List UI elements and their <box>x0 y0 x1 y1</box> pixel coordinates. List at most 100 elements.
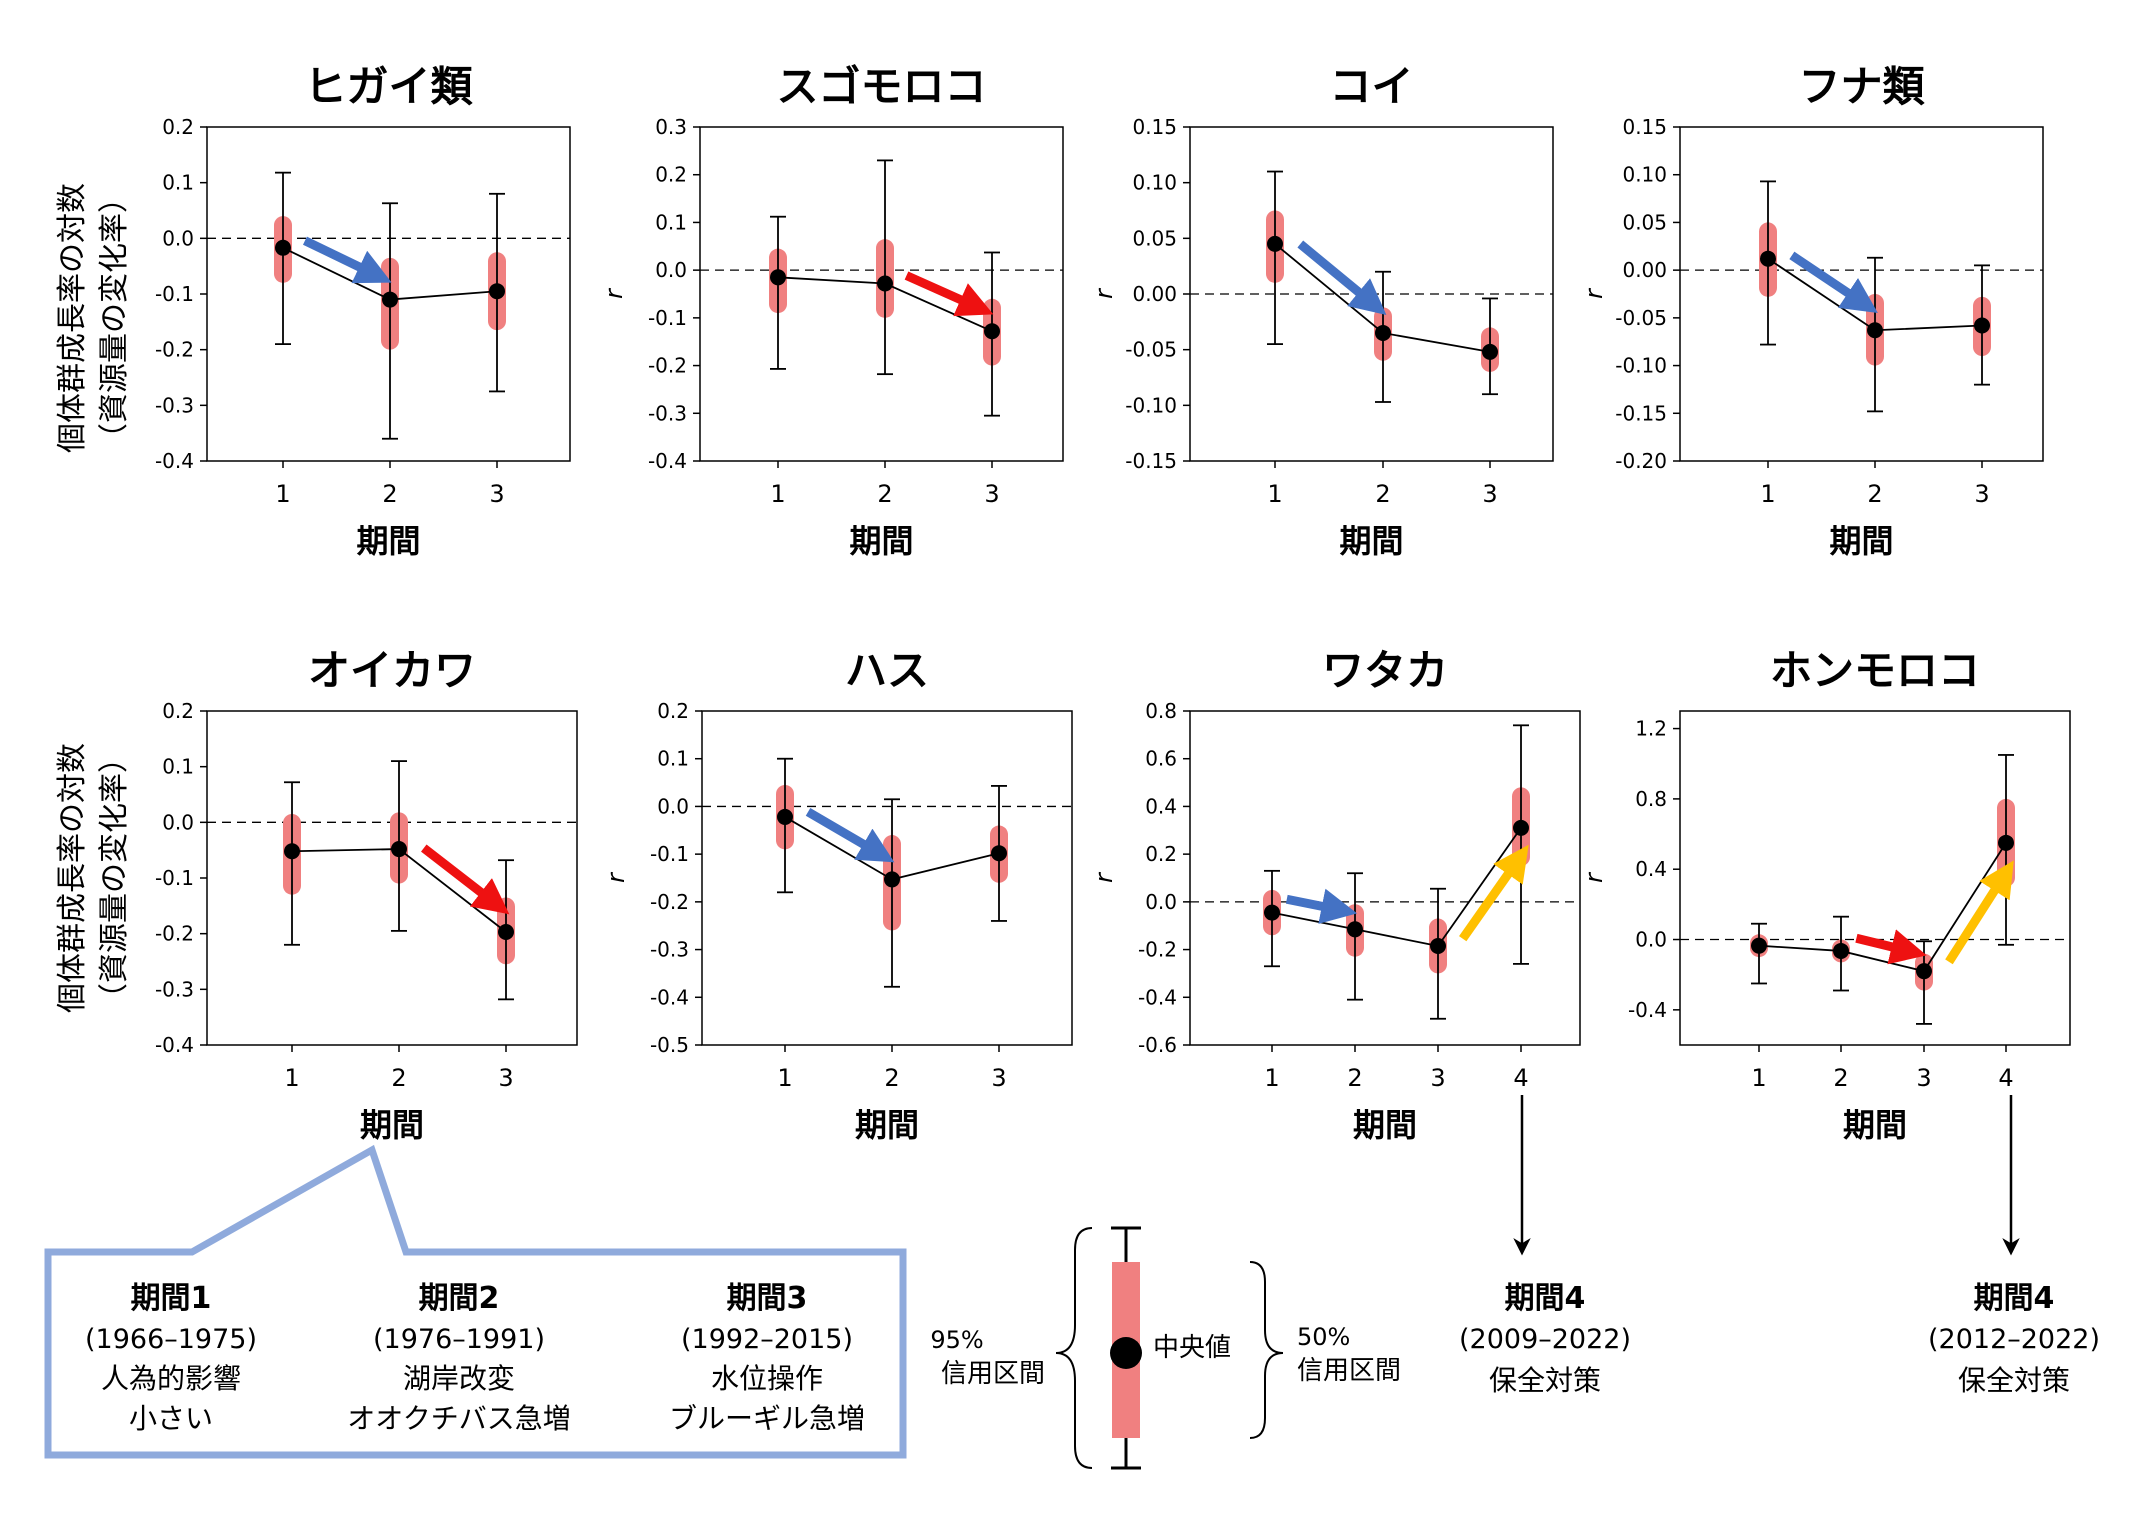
period3-line1: 水位操作 <box>711 1362 823 1395</box>
x-tick-label: 3 <box>984 480 999 508</box>
y-tick-label: -0.1 <box>155 282 194 306</box>
median-point <box>1974 317 1990 334</box>
y-tick-label: -0.05 <box>1615 306 1667 330</box>
x-tick-label: 3 <box>1482 480 1497 508</box>
period3-line2: ブルーギル急増 <box>669 1402 865 1435</box>
x-tick-label: 2 <box>1347 1064 1362 1092</box>
y-axis-label: r <box>1580 871 1608 883</box>
trend-arrow-blue <box>302 236 392 284</box>
y-tick-label: -0.4 <box>650 985 689 1009</box>
y-tick-label: -0.05 <box>1125 338 1177 362</box>
y-tick-label: 0.4 <box>1145 794 1177 818</box>
x-tick-label: 2 <box>884 1064 899 1092</box>
x-tick-label: 2 <box>877 480 892 508</box>
median-point <box>284 843 300 860</box>
trend-arrow-yellow <box>1459 844 1529 942</box>
x-tick-label: 2 <box>382 480 397 508</box>
x-tick-label: 1 <box>770 480 785 508</box>
y-tick-label: 0.15 <box>1132 115 1177 139</box>
y-tick-label: -0.2 <box>650 890 689 914</box>
y-axis-label: r <box>600 287 628 299</box>
x-tick-label: 4 <box>1513 1064 1528 1092</box>
period4-years-watak: (2009–2022) <box>1459 1324 1631 1355</box>
y-tick-label: 0.0 <box>657 794 689 818</box>
median-point <box>1430 937 1446 954</box>
y-tick-label: -0.4 <box>155 1033 194 1057</box>
ylabel-row1-line1: 個体群成長率の対数 <box>55 183 90 453</box>
x-tick-label: 2 <box>1867 480 1882 508</box>
chart-title: オイカワ <box>308 646 476 695</box>
y-tick-label: -0.15 <box>1615 401 1667 425</box>
ylabel-row2-line1: 個体群成長率の対数 <box>55 743 90 1013</box>
y-tick-label: 0.4 <box>1635 857 1667 881</box>
median-point <box>275 239 291 256</box>
x-tick-label: 1 <box>275 480 290 508</box>
period4-years-honmoroko: (2012–2022) <box>1928 1324 2100 1355</box>
median-point <box>984 323 1000 340</box>
median-point <box>877 275 893 292</box>
y-tick-label: 0.6 <box>1145 747 1177 771</box>
x-axis-label: 期間 <box>849 522 913 560</box>
y-tick-label: -0.2 <box>155 922 194 946</box>
period4-desc-watak: 保全対策 <box>1489 1364 1601 1397</box>
chart-title: スゴモロコ <box>776 62 986 111</box>
y-axis-label: r <box>602 871 630 883</box>
x-tick-label: 2 <box>391 1064 406 1092</box>
y-tick-label: 0.1 <box>162 755 194 779</box>
median-point <box>489 283 505 300</box>
x-tick-label: 1 <box>777 1064 792 1092</box>
trend-arrow-blue <box>1297 240 1387 316</box>
x-tick-label: 1 <box>1751 1064 1766 1092</box>
y-tick-label: 0.2 <box>1145 842 1177 866</box>
period2-line1: 湖岸改変 <box>403 1362 515 1395</box>
x-tick-label: 4 <box>1998 1064 2013 1092</box>
y-tick-label: -0.6 <box>1138 1033 1177 1057</box>
legend-median-dot <box>1110 1337 1142 1369</box>
x-axis-label: 期間 <box>1843 1106 1907 1144</box>
chart-title: フナ類 <box>1798 62 1925 111</box>
y-tick-label: 0.2 <box>162 699 194 723</box>
chart-title: コイ <box>1329 62 1413 111</box>
trend-arrow-blue <box>1789 251 1878 313</box>
y-tick-label: 0.05 <box>1622 210 1667 234</box>
chart-4: フナ類 0.15 0.10 0.05 0.00 -0.05 -0.10 -0.15 -0.20 1… <box>1580 62 2044 560</box>
y-tick-label: 0.00 <box>1132 282 1177 306</box>
chart-6: ハス 0.2 0.1 0.0 -0.1 -0.2 -0.3 -0.4 -0.5 1 2 3 期間 r <box>602 646 1073 1144</box>
chart-title: ヒガイ類 <box>304 62 473 111</box>
y-tick-label: -0.1 <box>650 842 689 866</box>
y-tick-label: 0.3 <box>655 115 687 139</box>
y-tick-label: 0.05 <box>1132 226 1177 250</box>
median-point <box>1264 904 1280 921</box>
x-axis-label: 期間 <box>356 522 420 560</box>
x-tick-label: 2 <box>1375 480 1390 508</box>
median-point <box>1998 834 2014 851</box>
trend-arrow-blue <box>1285 888 1358 924</box>
y-tick-label: -0.1 <box>648 306 687 330</box>
x-axis-label: 期間 <box>1829 522 1893 560</box>
x-tick-label: 1 <box>1267 480 1282 508</box>
median-point <box>1482 343 1498 360</box>
y-tick-label: 0.1 <box>657 747 689 771</box>
median-point <box>1751 937 1767 954</box>
y-axis-label: r <box>1580 287 1608 299</box>
x-tick-label: 3 <box>498 1064 513 1092</box>
period4-title-honmoroko: 期間4 <box>1974 1281 2055 1316</box>
y-tick-label: -0.5 <box>650 1033 689 1057</box>
median-point <box>884 871 900 888</box>
y-tick-label: -0.1 <box>155 866 194 890</box>
median-point <box>1833 942 1849 959</box>
period4-title-watak: 期間4 <box>1505 1281 1586 1316</box>
period-callout-box <box>44 1144 907 1459</box>
period1-line1: 人為的影響 <box>101 1362 241 1395</box>
legend-ci50-brace <box>1249 1261 1284 1439</box>
x-tick-label: 1 <box>1264 1064 1279 1092</box>
period2-title: 期間2 <box>419 1281 500 1316</box>
y-tick-label: -0.20 <box>1615 449 1667 473</box>
trend-arrow-blue <box>805 807 895 863</box>
chart-5: オイカワ 0.2 0.1 0.0 -0.1 -0.2 -0.3 -0.4 1 2 3 期間 <box>155 646 578 1144</box>
y-tick-label: -0.3 <box>648 401 687 425</box>
y-tick-label: -0.4 <box>1628 998 1667 1022</box>
chart-title: ワタカ <box>1322 646 1448 695</box>
legend-ci50-label-1: 50% <box>1297 1323 1350 1351</box>
